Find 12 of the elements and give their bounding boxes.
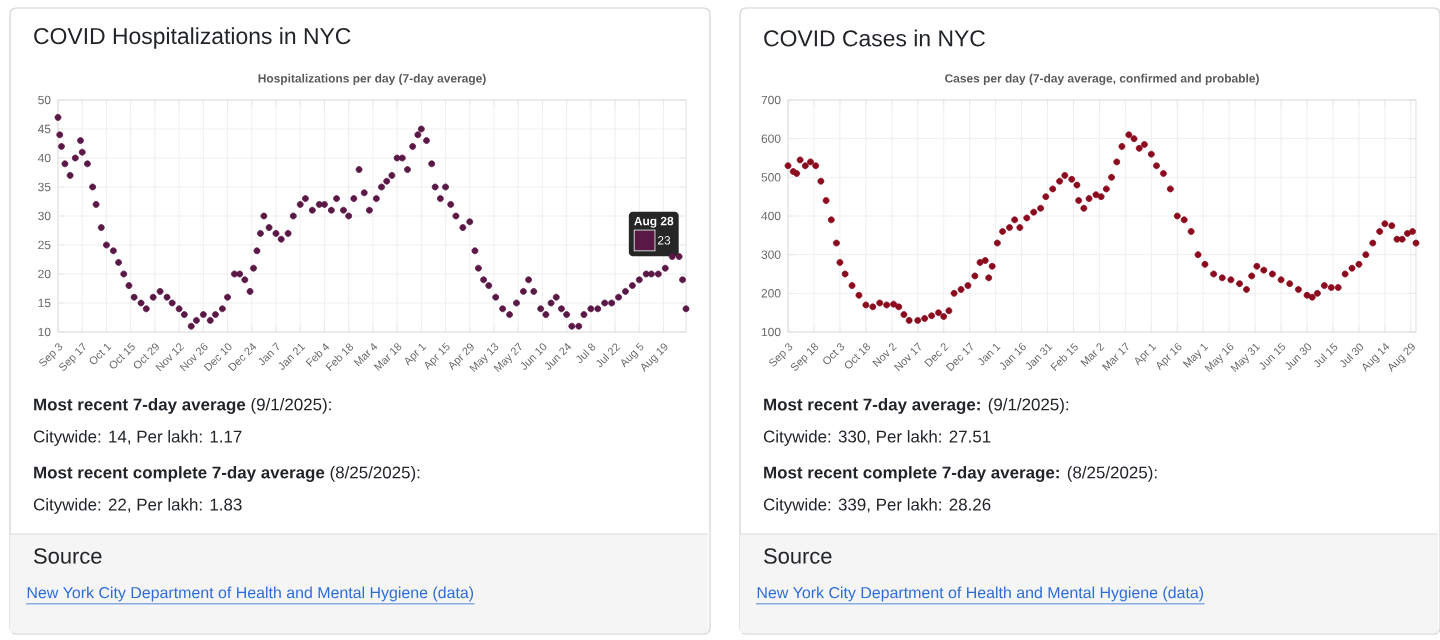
text: Source bbox=[764, 548, 832, 564]
text: Most recent 7-day average (9/1/2025): bbox=[34, 398, 331, 414]
text: Most recent complete 7-day average: (8/25/2025): bbox=[764, 466, 1157, 482]
chart-title: COVID Cases in NYC bbox=[764, 29, 985, 47]
text: Citywide: 330, Per lakh: 27.51 bbox=[763, 430, 991, 446]
text: Citywide: 14, Per lakh: 1.17 bbox=[33, 430, 242, 446]
text: Source bbox=[34, 548, 102, 564]
text: Most recent 7-day average: (9/1/2025): bbox=[764, 398, 1069, 414]
chart-title: COVID Hospitalizations in NYC bbox=[34, 27, 351, 49]
text: Most recent complete 7-day average (8/25/2025): bbox=[34, 466, 420, 482]
text: Citywide: 339, Per lakh: 28.26 bbox=[763, 498, 991, 514]
text: Citywide: 22, Per lakh: 1.83 bbox=[33, 498, 242, 514]
